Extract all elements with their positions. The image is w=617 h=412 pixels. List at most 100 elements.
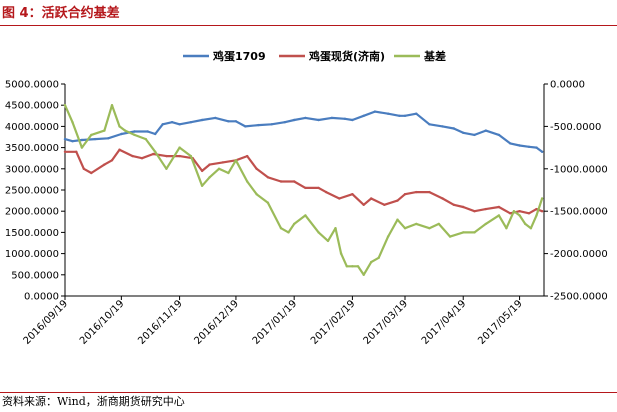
series-2-point — [178, 154, 181, 158]
series-2-point — [383, 203, 386, 206]
series-line-2 — [63, 148, 544, 215]
x-tick-label: 2017/03/19 — [362, 298, 411, 347]
series-1-point — [133, 130, 136, 133]
series-1-point — [535, 146, 538, 149]
series-1-point — [373, 110, 377, 113]
series-1-point — [386, 112, 390, 115]
series-1-point — [509, 142, 512, 145]
series-3-point — [462, 231, 465, 234]
series-2-point — [293, 180, 296, 183]
series-3-point — [345, 265, 348, 268]
series-1-point — [227, 120, 230, 123]
series-2-point — [396, 199, 399, 202]
series-2-point — [131, 154, 134, 158]
series-2-point — [441, 197, 444, 200]
right-y-tick-label: -1500.0000 — [550, 207, 608, 218]
right-y-tick-label: -500.0000 — [550, 122, 601, 133]
series-1-point — [473, 133, 476, 137]
series-3-point — [512, 210, 516, 213]
series-1-point — [200, 118, 204, 122]
series-2-point — [484, 207, 487, 211]
series-3-point — [178, 146, 181, 149]
series-1-point — [398, 114, 401, 118]
series-2-point — [540, 210, 544, 213]
series-1-point — [71, 140, 74, 143]
series-2-point — [338, 197, 341, 200]
series-2-point — [497, 205, 501, 209]
series-3-point — [293, 222, 296, 226]
series-3-point — [448, 235, 452, 238]
series-2-point — [473, 210, 476, 213]
series-1-point — [63, 137, 67, 141]
series-1-point — [317, 118, 320, 122]
series-1-point — [343, 117, 347, 121]
source-note: 资料来源：Wind，浙商期货研究中心 — [2, 395, 185, 408]
series-2-point — [509, 212, 512, 215]
series-3-point — [403, 227, 407, 230]
series-2-point — [279, 180, 283, 183]
series-3-point — [287, 231, 290, 234]
series-1-point — [293, 118, 296, 122]
series-2-point — [415, 190, 418, 194]
series-1-point — [257, 123, 260, 127]
series-3-point — [110, 104, 114, 107]
x-tick-label: 2016/10/19 — [78, 298, 127, 347]
legend-label: 鸡蛋1709 — [212, 49, 266, 63]
series-2-point — [317, 186, 320, 190]
series-1-point — [484, 129, 487, 132]
series-3-point — [326, 239, 330, 243]
x-tick-label: 2017/04/19 — [420, 298, 469, 347]
left-y-tick-label: 0.0000 — [24, 292, 59, 303]
left-y-tick-label: 4000.0000 — [5, 122, 59, 133]
series-2-point — [324, 190, 328, 194]
series-3-point — [370, 260, 373, 264]
left-y-tick-label: 1500.0000 — [5, 228, 59, 239]
series-3-point — [154, 150, 157, 153]
series-3-point — [200, 184, 204, 187]
series-1-point — [93, 137, 97, 141]
series-line-3 — [63, 104, 544, 276]
series-2-point — [208, 163, 211, 166]
series-2-point — [246, 154, 249, 158]
series-2-point — [118, 148, 121, 151]
series-3-point — [484, 222, 487, 226]
series-3-point — [428, 227, 431, 230]
series-2-point — [527, 212, 531, 215]
series-3-point — [266, 201, 270, 204]
right-y-tick-label: -2000.0000 — [550, 249, 608, 260]
legend-label: 鸡蛋现货(济南) — [308, 49, 385, 63]
left-y-tick-label: 4500.0000 — [5, 101, 59, 112]
basis-line-chart: 0.0000 500.0000 1000.0000 1500.0000 2000.000… — [0, 26, 617, 390]
x-tick-label: 2016/11/19 — [136, 298, 185, 347]
series-3-point — [279, 227, 283, 230]
left-y-tick-label: 2000.0000 — [5, 207, 59, 218]
series-2-point — [110, 159, 114, 162]
x-tick-label: 2017/01/19 — [251, 298, 300, 347]
series-3-point — [524, 222, 527, 226]
series-1-point — [518, 144, 521, 147]
x-tick-label: 2017/02/19 — [309, 298, 358, 347]
legend-item-1: 鸡蛋1709 — [183, 49, 266, 63]
series-3-point — [255, 193, 258, 196]
series-2-point — [75, 150, 78, 153]
series-3-point — [103, 129, 106, 132]
series-3-point — [351, 265, 354, 268]
title-divider — [0, 25, 617, 26]
series-1-point — [161, 123, 164, 126]
right-y-tick-label: -1000.0000 — [550, 164, 608, 175]
series-1-point — [428, 123, 431, 126]
x-tick-label: 2016/12/19 — [193, 298, 242, 347]
series-2-point — [266, 176, 270, 179]
series-3-point — [118, 125, 121, 128]
series-1-point — [120, 132, 123, 136]
series-3-point — [497, 214, 501, 217]
series-2-point — [535, 207, 538, 211]
series-3-point — [123, 129, 127, 132]
series-2-point — [63, 150, 67, 153]
series-1-point — [80, 138, 84, 142]
series-3-point — [133, 133, 136, 137]
series-2-point — [428, 190, 431, 194]
series-3-point — [80, 146, 84, 149]
left-y-tick-label: 1000.0000 — [5, 249, 59, 260]
series-1-point — [304, 116, 307, 120]
